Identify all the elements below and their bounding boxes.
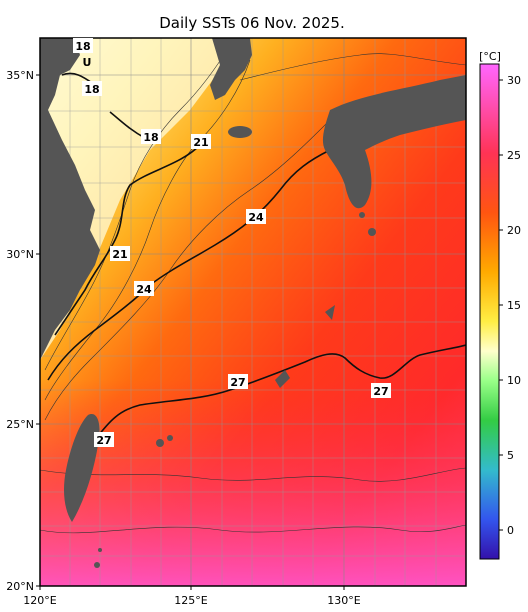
svg-text:18: 18 [143,131,158,144]
x-tick-130e: 130°E [327,594,360,607]
colorbar [479,63,500,560]
contour-label: 27 [94,432,114,447]
thin-contours [40,44,466,534]
map-area [40,38,466,586]
contour-label: 27 [228,374,248,389]
colorbar-label-0: 0 [507,524,514,537]
x-tick-120e: 120°E [23,594,56,607]
contour-label: 27 [371,383,391,398]
taiwan [64,414,100,522]
contour-label: 18 [141,129,161,144]
contour-label: 21 [191,134,211,149]
contour-label: 24 [134,281,154,296]
isotherm-lines [47,72,466,441]
svg-text:18: 18 [84,83,99,96]
svg-text:24: 24 [136,283,152,296]
colorbar-ticks [499,79,503,531]
land [40,38,466,568]
svg-text:27: 27 [230,376,245,389]
map-title: Daily SSTs 06 Nov. 2025. [159,14,344,32]
contour-label: 24 [246,209,266,224]
y-tick-20n: 20°N [6,580,34,593]
japan-main-islands [322,75,466,209]
y-tick-25n: 25°N [6,418,34,431]
isotherm-21 [54,144,201,336]
contour-labels: 18 U 18 18 21 21 24 24 27 [73,38,391,447]
isotherm-27 [94,344,466,441]
island [156,439,164,447]
svg-text:21: 21 [112,248,127,261]
isotherm-24 [47,149,331,381]
colorbar-label-30: 30 [507,74,521,87]
svg-text:27: 27 [96,434,111,447]
u-mark: U [83,56,92,69]
svg-text:24: 24 [248,211,264,224]
contour-label: 21 [110,246,130,261]
contour-label: 18 [82,81,102,96]
svg-text:27: 27 [373,385,388,398]
warm-south-band [40,380,466,586]
y-tick-35n: 35°N [6,69,34,82]
frame-ticks [36,74,345,590]
graticule [40,38,466,586]
svg-text:21: 21 [193,136,208,149]
korea [210,38,252,100]
island [98,548,102,552]
island [167,435,173,441]
island [368,228,376,236]
colorbar-unit: [°C] [479,50,501,63]
colorbar-label-5: 5 [507,449,514,462]
y-tick-30n: 30°N [6,248,34,261]
island [359,212,365,218]
island [275,370,290,388]
cool-yellow-sea [40,38,230,360]
map-frame [39,37,467,587]
colorbar-label-20: 20 [507,224,521,237]
colorbar-label-10: 10 [507,374,521,387]
jeju-island [228,126,252,138]
china-mainland [40,38,100,360]
x-tick-125e: 125°E [174,594,207,607]
colorbar-label-25: 25 [507,149,521,162]
contour-label: 18 [73,38,93,53]
colorbar-label-15: 15 [507,299,521,312]
island [94,562,100,568]
svg-text:18: 18 [75,40,90,53]
okinawa [325,305,335,320]
